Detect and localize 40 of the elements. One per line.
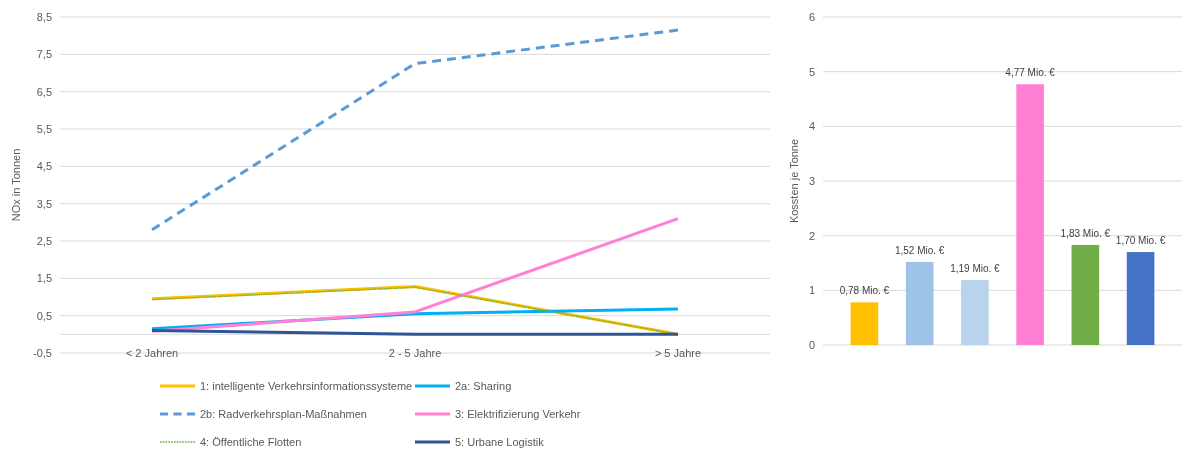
y-tick-label: 6 <box>808 10 815 23</box>
y-tick-label: 3,5 <box>36 197 52 210</box>
y-tick-label: 2 <box>808 229 815 242</box>
legend-label: 4: Öffentliche Flotten <box>200 435 302 448</box>
y-tick-label: 2,5 <box>36 234 52 247</box>
y-tick-label: 1,5 <box>36 272 52 285</box>
y-tick-label: 0,5 <box>36 309 52 322</box>
y-tick-label: -0,5 <box>33 346 52 359</box>
bar <box>905 261 934 345</box>
bar <box>1126 252 1155 345</box>
y-axis-title: Kossten je Tonne <box>788 138 800 224</box>
y-tick-label: 5 <box>808 65 815 78</box>
y-tick-label: 7,5 <box>36 48 52 61</box>
x-tick-label: 2 - 5 Jahre <box>388 347 442 359</box>
y-axis-title: NOx in Tonnen <box>10 148 22 222</box>
y-tick-label: 0 <box>808 338 815 351</box>
legend-label: 2a: Sharing <box>455 379 512 392</box>
y-tick-label: 6,5 <box>36 85 52 98</box>
y-tick-label: 3 <box>808 174 815 187</box>
bar <box>850 302 879 345</box>
data-label: 1,83 Mio. € <box>1060 227 1111 239</box>
y-tick-label: 4 <box>808 120 815 133</box>
legend-label: 2b: Radverkehrsplan-Maßnahmen <box>200 407 367 420</box>
y-tick-label: 5,5 <box>36 122 52 135</box>
y-tick-label: 4,5 <box>36 160 52 173</box>
data-label: 1,70 Mio. € <box>1115 235 1166 247</box>
bar <box>961 279 989 345</box>
y-tick-label: 1 <box>808 284 815 297</box>
bar <box>1016 84 1044 345</box>
data-label: 1,19 Mio. € <box>950 262 1001 274</box>
legend-label: 5: Urbane Logistik <box>455 435 545 448</box>
data-label: 0,78 Mio. € <box>839 285 890 297</box>
bar <box>1071 244 1100 345</box>
y-tick-label: 8,5 <box>36 10 52 23</box>
data-label: 1,52 Mio. € <box>894 244 945 256</box>
legend-label: 3: Elektrifizierung Verkehr <box>455 407 581 420</box>
data-label: 4,77 Mio. € <box>1005 67 1056 79</box>
x-tick-label: > 5 Jahre <box>654 347 702 359</box>
x-tick-label: < 2 Jahren <box>125 347 179 359</box>
legend-label: 1: intelligente Verkehrsinformationssysteme <box>200 379 413 392</box>
